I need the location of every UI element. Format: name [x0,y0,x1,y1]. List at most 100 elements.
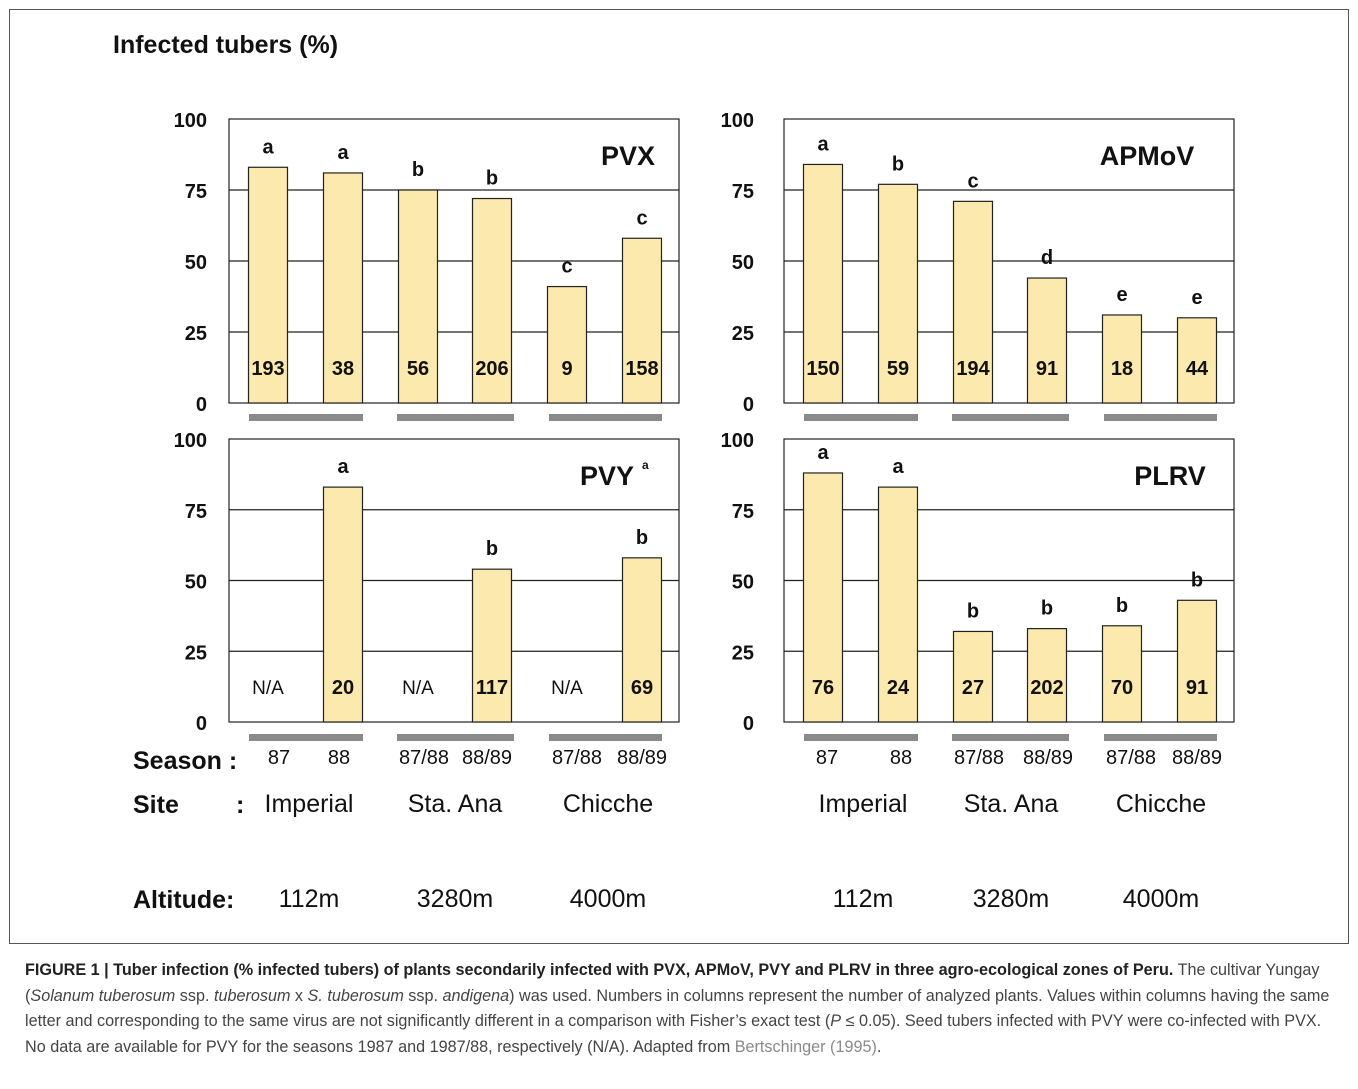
season-tick-label: 87/88 [954,747,1004,769]
site-label-imperial: Imperial [819,790,908,818]
significance-letter: a [817,133,829,155]
significance-letter: b [636,527,648,549]
caption-italic-2: tuberosum [213,986,291,1005]
season-tick-label: 88/89 [617,747,667,769]
sample-count-label: 56 [407,358,429,380]
chart-panel-plrv: 0 25 50 75 100 a 76 a 24 b 27 b 202 b 70 b 91 PLRV [721,430,1235,741]
sample-count-label: 91 [1186,677,1208,699]
significance-letter: a [337,456,349,478]
bar [1101,625,1143,723]
bar [952,200,994,404]
significance-letter: e [1116,284,1127,306]
y-tick-label: 75 [185,501,207,523]
chart-panels: 0 25 50 75 100 a 193 a 38 b 56 b 206 c 9 c 158 PVX 0 25 50 75… [174,110,1235,741]
sample-count-label: 193 [251,358,284,380]
bar [621,237,663,404]
significance-letter: a [337,142,349,164]
season-tick-label: 87/88 [1106,747,1156,769]
bar [952,630,994,723]
figure-canvas: Infected tubers (%) 0 25 50 75 100 a 193 a 38 b 56… [113,31,1235,914]
significance-letter: c [636,207,647,229]
chart-panel-apmov: 0 25 50 75 100 a 150 b 59 c 194 d 91 e 18 e 44 APMoV [721,110,1235,421]
caption-text-6: ≤ 0.05). Seed tubers infected with PVY w… [25,1012,1322,1056]
bar [802,472,844,723]
group-separator-bar [804,414,918,421]
bar [877,183,919,404]
group-separator-bar [952,414,1069,421]
altitude-label: 4000m [1123,885,1199,913]
sample-count-label: 44 [1186,358,1209,380]
significance-letter: c [561,256,572,278]
sample-count-label: 20 [332,677,354,699]
caption-text-3: x [290,986,308,1005]
significance-letter: b [486,538,498,560]
significance-letter: d [1041,247,1053,269]
bar [247,166,289,404]
site-label-chicche: Chicche [563,790,653,818]
group-separator-bar [549,414,662,421]
figure-frame [9,9,1349,944]
y-tick-label: 0 [196,713,207,735]
caption-italic-5: P [830,1012,842,1030]
site-label-chicche: Chicche [1116,790,1206,818]
sample-count-label: 18 [1111,358,1133,380]
caption-title: FIGURE 1 | Tuber infection (% infected t… [25,961,1174,979]
season-tick-label: 88/89 [1023,747,1073,769]
panel-title: PVY [580,461,634,491]
altitude-label: 4000m [570,885,646,913]
y-tick-label: 50 [185,572,207,594]
sample-count-label: 194 [956,358,990,380]
chart-panel-pvy: 0 25 50 75 100 N/A a 20 N/A b 117 N/A b 69 PVY a [174,430,680,741]
y-tick-label: 25 [732,642,754,664]
y-tick-label: 50 [185,252,207,274]
no-data-label: N/A [551,678,583,699]
season-tick-label: 88 [890,747,912,769]
y-axis-title: Infected tubers (%) [113,31,338,59]
significance-letter: a [892,456,904,478]
bar [1026,628,1068,723]
significance-letter: a [262,136,274,158]
significance-letter: a [817,442,829,464]
caption-italic-3: S. tuberosum [307,986,404,1005]
y-tick-label: 25 [185,642,207,664]
caption-text-2: ssp. [175,986,214,1005]
group-separator-bar [1104,734,1217,741]
panel-title: PLRV [1134,461,1206,491]
chart-panel-pvx: 0 25 50 75 100 a 193 a 38 b 56 b 206 c 9 c 158 PVX [174,110,680,421]
bar [1026,277,1068,404]
bar [546,285,588,404]
y-tick-label: 100 [721,430,754,452]
significance-letter: b [967,600,979,622]
bar [1101,314,1143,404]
group-separator-bar [249,734,363,741]
significance-letter: b [1191,569,1203,591]
bar [322,172,364,404]
y-tick-label: 75 [732,501,754,523]
group-separator-bar [397,414,514,421]
significance-letter: b [892,153,904,175]
altitude-label: 3280m [973,885,1049,913]
y-tick-label: 25 [732,323,754,345]
group-separator-bar [1104,414,1217,421]
group-separator-bar [249,414,363,421]
significance-letter: b [1041,598,1053,620]
significance-letter: e [1191,287,1202,309]
sample-count-label: 150 [806,358,839,380]
site-row-label: Site [133,791,179,819]
bar [877,486,919,723]
caption-reference-link[interactable]: Bertschinger (1995) [734,1037,877,1056]
sample-count-label: 38 [332,358,354,380]
caption-text-1: The cultivar Yungay ( [25,961,1320,1005]
y-tick-label: 50 [732,572,754,594]
sample-count-label: 69 [631,677,653,699]
sample-count-label: 202 [1030,677,1063,699]
group-separator-bar [397,734,514,741]
season-tick-label: 87 [268,747,290,769]
no-data-label: N/A [252,678,284,699]
sample-count-label: 206 [475,358,508,380]
panel-title-superscript: a [642,458,649,472]
sample-count-label: 91 [1036,358,1058,380]
panel-title: PVX [601,141,655,171]
significance-letter: b [412,159,424,181]
season-row-label: Season : [133,747,237,775]
